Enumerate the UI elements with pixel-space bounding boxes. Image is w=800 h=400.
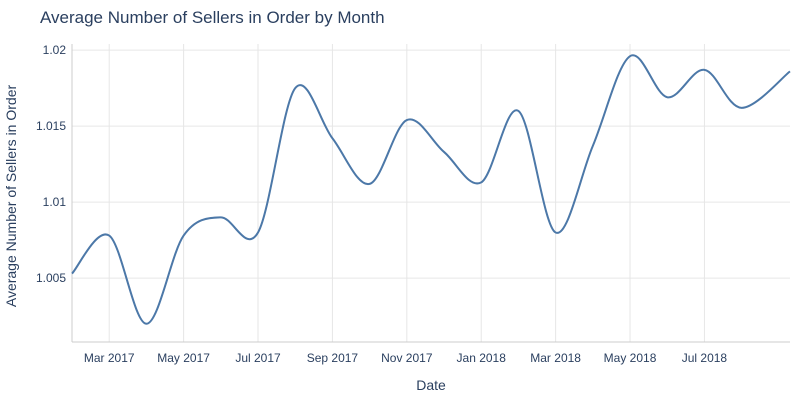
series-layer: [69, 53, 793, 327]
data-point[interactable]: [478, 179, 484, 185]
data-point[interactable]: [329, 135, 335, 141]
x-tick-label: Jan 2018: [457, 351, 507, 365]
y-tick-label: 1.01: [43, 195, 67, 209]
x-tick-label: Nov 2017: [381, 351, 433, 365]
data-point[interactable]: [69, 271, 75, 277]
y-axis-title: Average Number of Sellers in Order: [3, 85, 19, 308]
data-point[interactable]: [218, 214, 224, 220]
y-tick-label: 1.02: [43, 43, 67, 57]
data-point[interactable]: [181, 233, 187, 239]
data-point[interactable]: [404, 117, 410, 123]
grid: [72, 44, 790, 342]
data-point[interactable]: [553, 230, 559, 236]
x-tick-label: Mar 2017: [84, 351, 135, 365]
data-point[interactable]: [367, 181, 373, 187]
data-point[interactable]: [701, 67, 707, 73]
series-line: [71, 54, 791, 325]
data-point[interactable]: [515, 108, 521, 114]
data-point[interactable]: [143, 321, 149, 327]
y-tick-label: 1.005: [36, 271, 66, 285]
data-point[interactable]: [106, 233, 112, 239]
data-point[interactable]: [590, 143, 596, 149]
data-point[interactable]: [441, 149, 447, 155]
x-tick-label: Jul 2017: [235, 351, 281, 365]
data-point[interactable]: [664, 94, 670, 100]
x-tick-label: Jul 2018: [682, 351, 728, 365]
x-tick-label: Mar 2018: [530, 351, 581, 365]
x-tick-label: May 2017: [157, 351, 210, 365]
x-tick-label: May 2018: [604, 351, 657, 365]
y-tick-label: 1.015: [36, 119, 66, 133]
chart-title: Average Number of Sellers in Order by Mo…: [40, 8, 385, 27]
data-point[interactable]: [739, 105, 745, 111]
data-point[interactable]: [255, 230, 261, 236]
tick-labels: 1.005 1.01 1.015 1.02 Mar 2017 May 2017 Jul 20…: [36, 43, 727, 365]
data-point[interactable]: [292, 85, 298, 91]
data-point[interactable]: [627, 53, 633, 59]
x-tick-label: Sep 2017: [307, 351, 359, 365]
x-axis-title: Date: [416, 377, 446, 393]
data-point[interactable]: [787, 68, 793, 74]
